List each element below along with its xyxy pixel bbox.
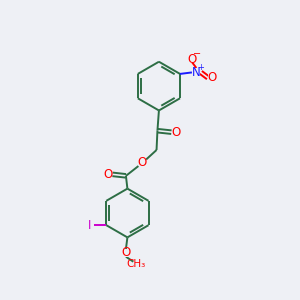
- Bar: [87, 221, 93, 230]
- Bar: [193, 68, 200, 76]
- Bar: [104, 170, 112, 178]
- Text: O: O: [207, 71, 217, 84]
- Text: O: O: [171, 126, 181, 139]
- Bar: [208, 74, 215, 82]
- Bar: [139, 158, 146, 166]
- Text: O: O: [187, 52, 196, 66]
- Bar: [172, 128, 180, 136]
- Text: O: O: [121, 246, 130, 259]
- Text: N: N: [192, 66, 201, 79]
- Text: O: O: [138, 156, 147, 169]
- Text: CH₃: CH₃: [127, 259, 146, 269]
- Bar: [188, 55, 196, 63]
- Bar: [122, 249, 130, 257]
- Text: I: I: [88, 219, 91, 232]
- Text: +: +: [197, 63, 204, 72]
- Text: −: −: [193, 49, 201, 59]
- Text: O: O: [103, 168, 113, 181]
